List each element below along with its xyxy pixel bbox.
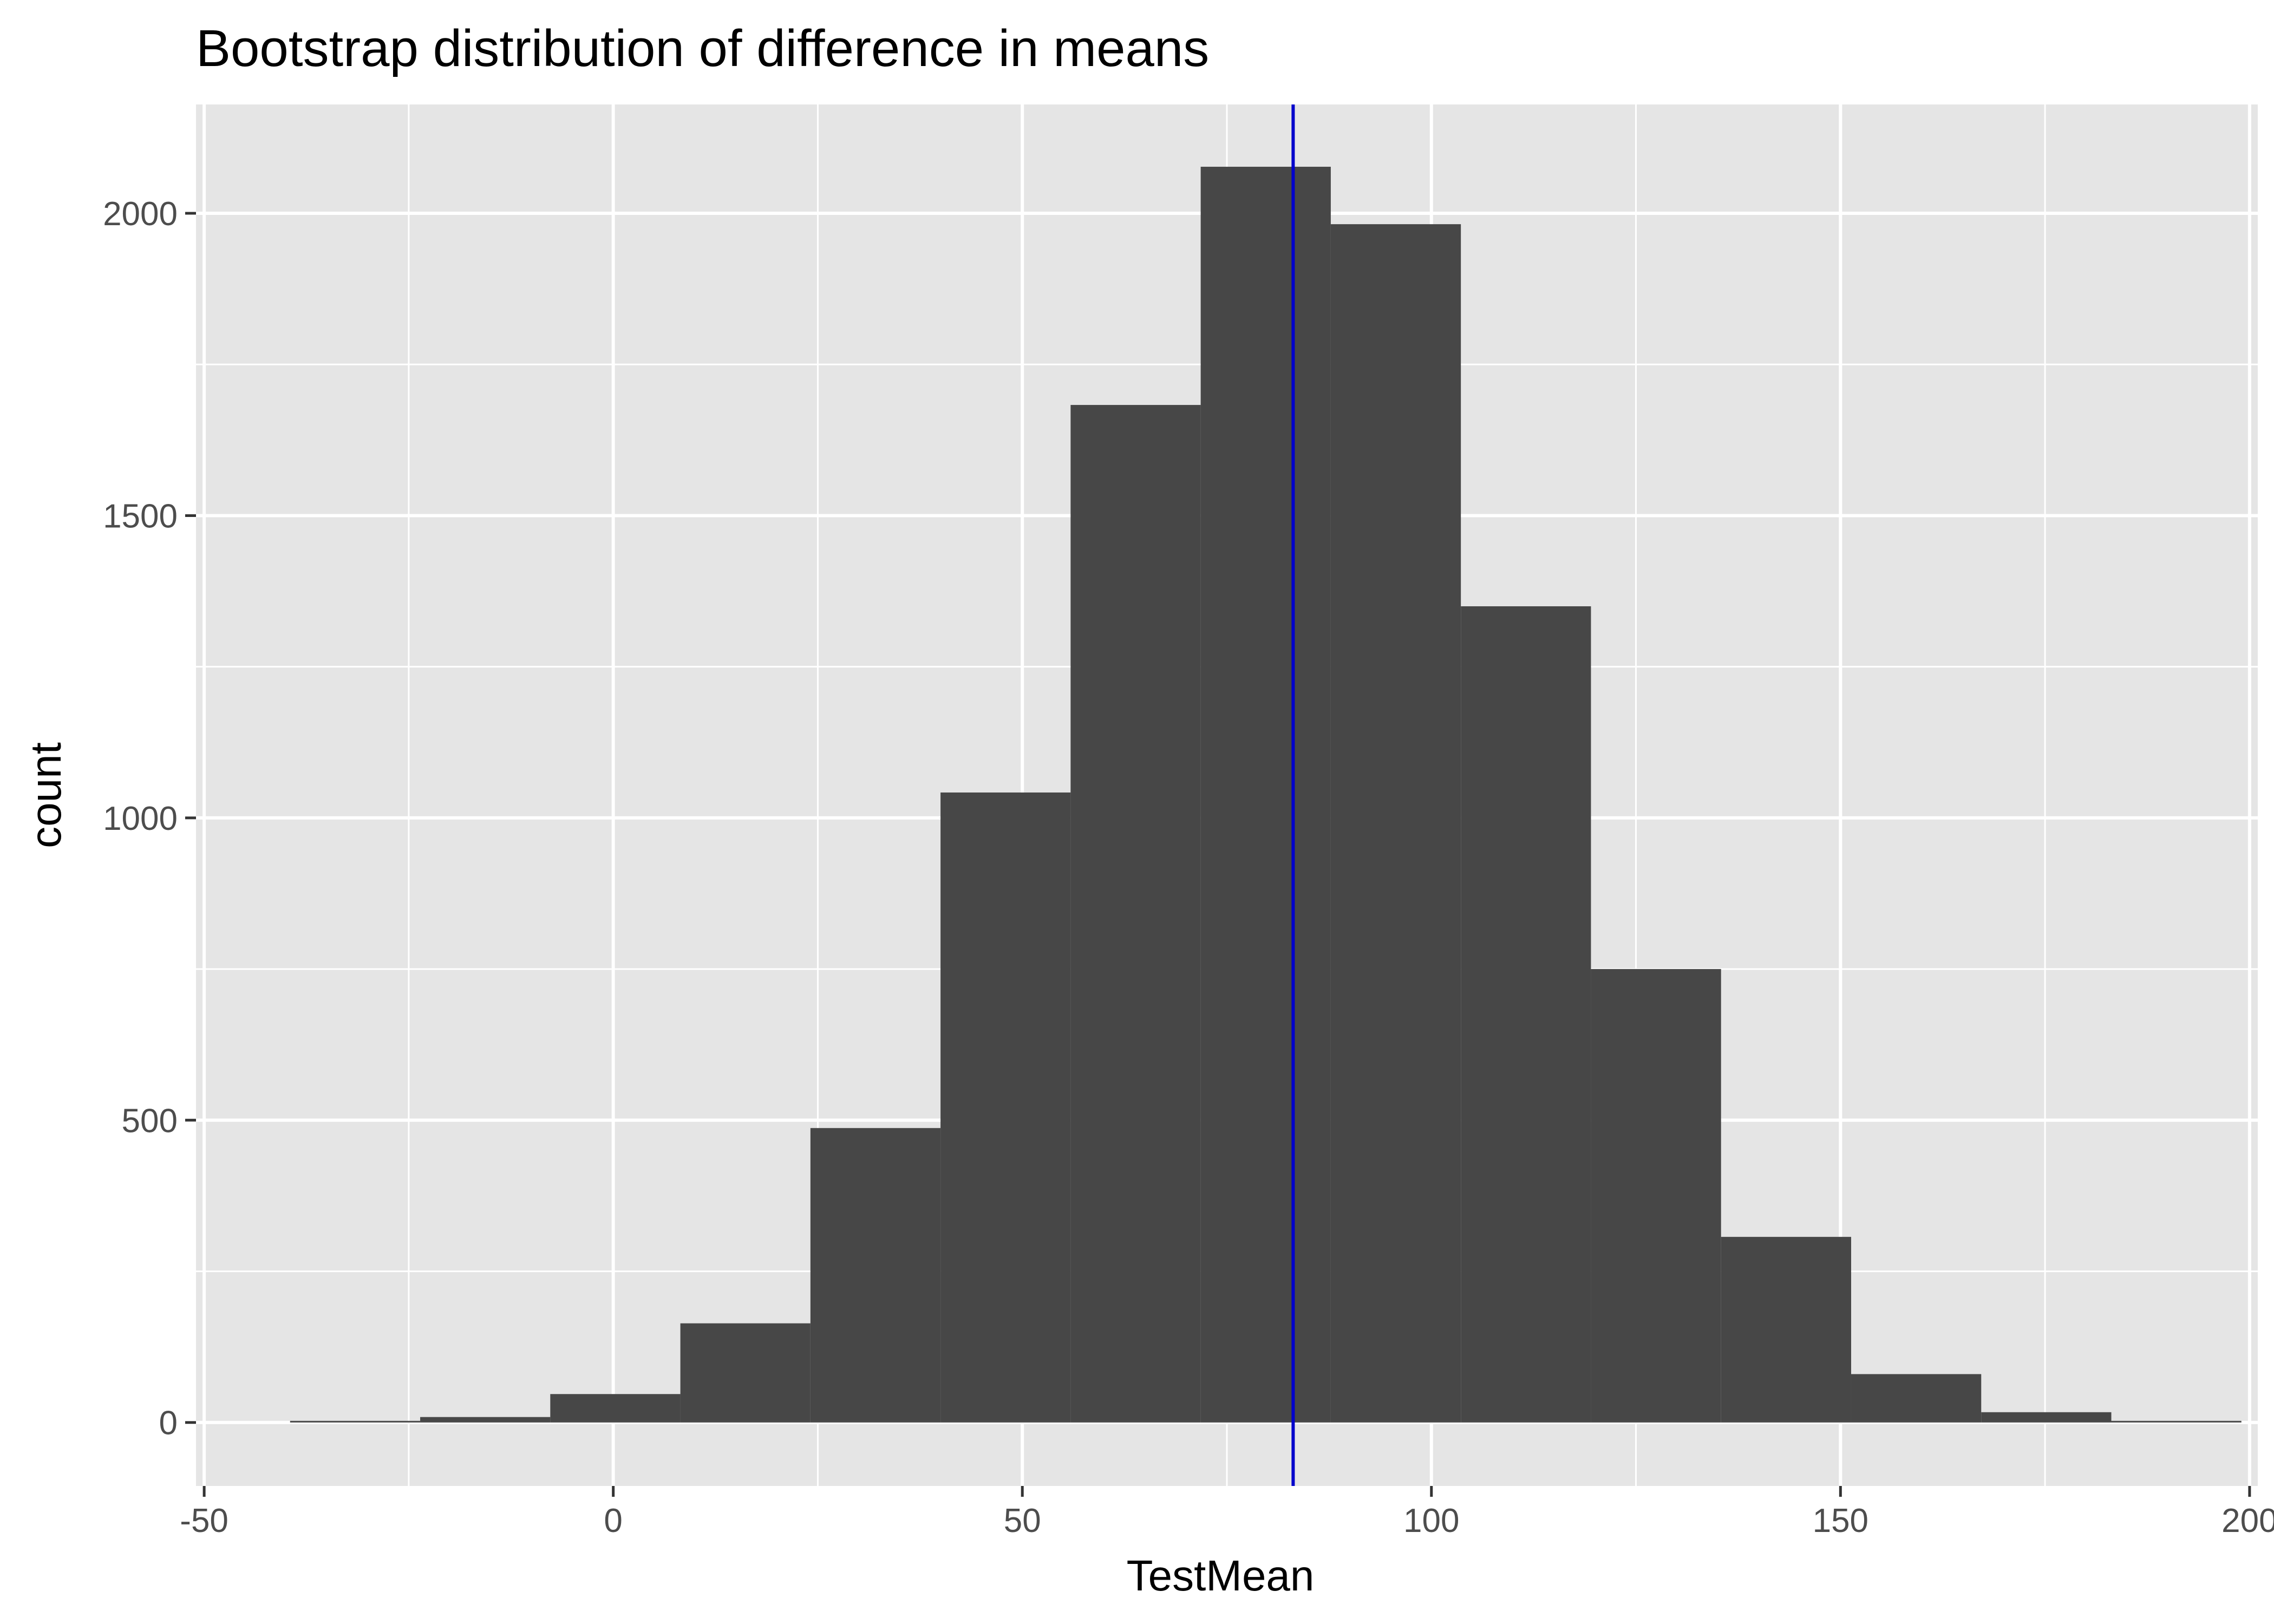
histogram-bar [1981, 1412, 2112, 1423]
histogram-bar [290, 1420, 421, 1423]
axis-ticks [185, 212, 2251, 1497]
y-tick-label: 1500 [103, 497, 178, 535]
x-tick-label: 100 [1403, 1502, 1459, 1540]
histogram-bar [1070, 405, 1201, 1423]
y-tick-label: 2000 [103, 195, 178, 233]
x-tick-labels: -50 0 50 100 150 200 [180, 1502, 2274, 1540]
chart-title: Bootstrap distribution of difference in … [196, 19, 1209, 77]
x-tick-label: -50 [180, 1502, 228, 1540]
histogram-bar [1200, 167, 1331, 1423]
y-tick-label: 1000 [103, 800, 178, 837]
histogram-bar [1591, 969, 1721, 1423]
x-tick-label: 50 [1004, 1502, 1041, 1540]
x-tick-label: 0 [604, 1502, 622, 1540]
histogram-bar [1461, 606, 1591, 1423]
histogram-bar [420, 1417, 551, 1423]
histogram-bar [2111, 1420, 2242, 1423]
x-axis-title: TestMean [1127, 1551, 1315, 1600]
x-tick-label: 200 [2221, 1502, 2274, 1540]
histogram-bar [550, 1394, 681, 1423]
y-tick-label: 0 [159, 1405, 178, 1442]
histogram-bars [290, 167, 2242, 1423]
y-axis-title: count [22, 742, 70, 848]
histogram-bar [940, 792, 1071, 1423]
histogram-bar [1721, 1236, 1851, 1423]
y-tick-labels: 0 500 1000 1500 2000 [103, 195, 178, 1442]
histogram-bar [1330, 224, 1461, 1423]
histogram-bar [1851, 1374, 1982, 1423]
y-tick-label: 500 [122, 1102, 178, 1140]
x-tick-label: 150 [1813, 1502, 1868, 1540]
histogram-bar [810, 1128, 941, 1423]
histogram-bar [680, 1323, 811, 1423]
